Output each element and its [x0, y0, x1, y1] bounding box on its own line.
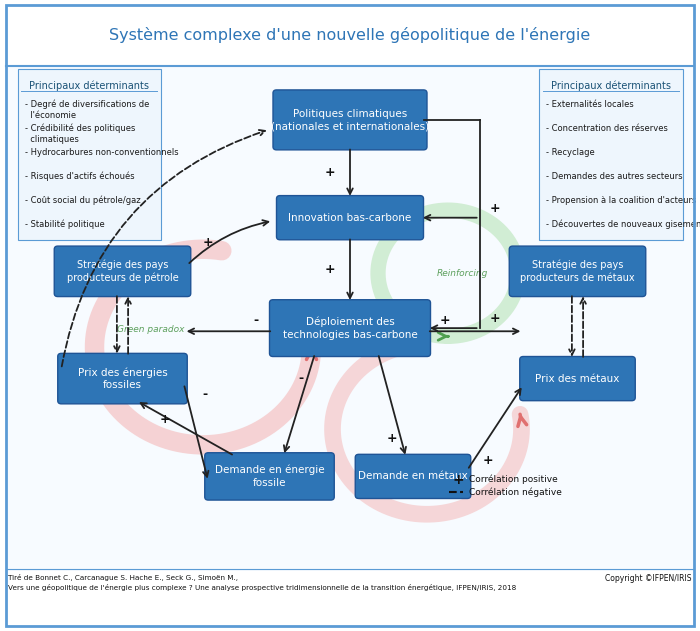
Text: +: + — [453, 473, 464, 487]
Text: - Coût social du pétrole/gaz: - Coût social du pétrole/gaz — [25, 196, 140, 205]
Text: - Demandes des autres secteurs: - Demandes des autres secteurs — [546, 172, 682, 180]
FancyBboxPatch shape — [276, 196, 424, 240]
Text: Principaux déterminants: Principaux déterminants — [551, 81, 671, 91]
Text: +: + — [159, 413, 170, 426]
Text: - Degré de diversifications de
  l'économie: - Degré de diversifications de l'économi… — [25, 100, 149, 120]
FancyBboxPatch shape — [57, 353, 187, 404]
Text: - Concentration des réserves: - Concentration des réserves — [546, 124, 668, 133]
Text: Politiques climatiques
(nationales et internationales): Politiques climatiques (nationales et in… — [271, 109, 429, 131]
Text: -: - — [202, 388, 207, 401]
Text: +: + — [483, 454, 493, 467]
Text: Corrélation positive: Corrélation positive — [469, 475, 558, 485]
FancyBboxPatch shape — [509, 246, 645, 297]
Text: Prix des énergies
fossiles: Prix des énergies fossiles — [78, 367, 167, 390]
Text: Stratégie des pays
producteurs de métaux: Stratégie des pays producteurs de métaux — [520, 259, 635, 283]
FancyBboxPatch shape — [519, 357, 636, 401]
FancyBboxPatch shape — [54, 246, 190, 297]
FancyBboxPatch shape — [539, 69, 682, 240]
Text: Prix des métaux: Prix des métaux — [536, 374, 620, 384]
Text: Innovation bas-carbone: Innovation bas-carbone — [288, 213, 412, 223]
Text: +: + — [439, 314, 450, 327]
FancyBboxPatch shape — [6, 66, 694, 571]
Text: +: + — [325, 166, 336, 179]
Text: Corrélation négative: Corrélation négative — [469, 487, 562, 497]
Text: Copyright ©IFPEN/IRIS: Copyright ©IFPEN/IRIS — [605, 574, 692, 583]
Text: - Recyclage: - Recyclage — [546, 148, 595, 156]
Text: - Découvertes de nouveaux gisements: - Découvertes de nouveaux gisements — [546, 220, 700, 229]
Text: +: + — [325, 263, 336, 276]
Text: +: + — [489, 312, 500, 325]
FancyBboxPatch shape — [18, 69, 161, 240]
Text: Reinforcing: Reinforcing — [436, 269, 488, 278]
Text: - Propension à la coalition d'acteurs: - Propension à la coalition d'acteurs — [546, 196, 696, 204]
FancyBboxPatch shape — [273, 90, 427, 150]
Text: Système complexe d'une nouvelle géopolitique de l'énergie: Système complexe d'une nouvelle géopolit… — [109, 27, 591, 43]
Text: Stratégie des pays
producteurs de pétrole: Stratégie des pays producteurs de pétrol… — [66, 259, 178, 283]
Text: Demande en énergie
fossile: Demande en énergie fossile — [215, 465, 324, 488]
Text: +: + — [489, 202, 500, 215]
Text: -: - — [253, 314, 258, 327]
Text: Principaux déterminants: Principaux déterminants — [29, 81, 149, 91]
Text: +: + — [386, 432, 398, 445]
FancyBboxPatch shape — [355, 454, 470, 498]
FancyBboxPatch shape — [270, 300, 430, 357]
Text: - Externalités locales: - Externalités locales — [546, 100, 634, 109]
Text: Tiré de Bonnet C., Carcanague S. Hache E., Seck G., Simoën M.,
Vers une géopolit: Tiré de Bonnet C., Carcanague S. Hache E… — [8, 574, 517, 591]
Text: Demande en métaux: Demande en métaux — [358, 471, 468, 481]
Text: -: - — [298, 372, 304, 385]
FancyBboxPatch shape — [204, 453, 335, 500]
Text: - Hydrocarbures non-conventionnels: - Hydrocarbures non-conventionnels — [25, 148, 178, 156]
Text: - Stabilité politique: - Stabilité politique — [25, 220, 104, 229]
Text: - Risques d'actifs échoués: - Risques d'actifs échoués — [25, 172, 134, 181]
Text: - Crédibilité des politiques
  climatiques: - Crédibilité des politiques climatiques — [25, 124, 135, 144]
Text: Green paradox: Green paradox — [117, 325, 184, 334]
Text: +: + — [203, 237, 214, 249]
Text: Déploiement des
technologies bas-carbone: Déploiement des technologies bas-carbone — [283, 317, 417, 339]
